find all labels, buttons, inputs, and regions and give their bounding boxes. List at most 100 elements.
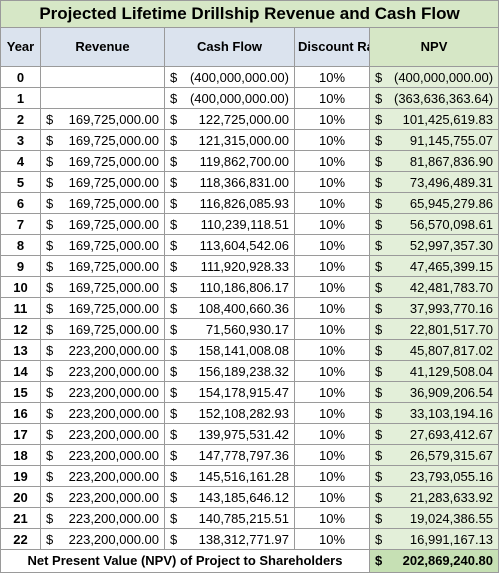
revenue-cell[interactable]: $223,200,000.00: [40, 339, 165, 361]
revenue-cell[interactable]: $223,200,000.00: [40, 465, 165, 487]
discount-rate-cell[interactable]: 10%: [294, 192, 370, 214]
cash-flow-cell[interactable]: $158,141,008.08: [164, 339, 295, 361]
discount-rate-cell[interactable]: 10%: [294, 381, 370, 403]
discount-rate-cell[interactable]: 10%: [294, 339, 370, 361]
cash-flow-cell[interactable]: $110,239,118.51: [164, 213, 295, 235]
cash-flow-cell[interactable]: $139,975,531.42: [164, 423, 295, 445]
revenue-cell[interactable]: $169,725,000.00: [40, 213, 165, 235]
npv-cell[interactable]: $16,991,167.13: [368, 528, 499, 550]
cash-flow-cell[interactable]: $147,778,797.36: [164, 444, 295, 466]
npv-cell[interactable]: $45,807,817.02: [368, 339, 499, 361]
cash-flow-cell[interactable]: $113,604,542.06: [164, 234, 295, 256]
npv-cell[interactable]: $41,129,508.04: [368, 360, 499, 382]
discount-rate-cell[interactable]: 10%: [294, 234, 370, 256]
discount-rate-cell[interactable]: 10%: [294, 108, 370, 130]
year-cell[interactable]: 7: [0, 213, 41, 235]
npv-cell[interactable]: $26,579,315.67: [368, 444, 499, 466]
discount-rate-cell[interactable]: 10%: [294, 213, 370, 235]
year-cell[interactable]: 3: [0, 129, 41, 151]
cash-flow-cell[interactable]: $152,108,282.93: [164, 402, 295, 424]
npv-cell[interactable]: $27,693,412.67: [368, 423, 499, 445]
revenue-cell[interactable]: $169,725,000.00: [40, 192, 165, 214]
header-cash-flow[interactable]: Cash Flow: [164, 27, 295, 67]
cash-flow-cell[interactable]: $ (400,000,000.00): [164, 66, 295, 88]
npv-cell[interactable]: $23,793,055.16: [368, 465, 499, 487]
revenue-cell[interactable]: [40, 66, 165, 88]
discount-rate-cell[interactable]: 10%: [294, 150, 370, 172]
npv-cell[interactable]: $42,481,783.70: [368, 276, 499, 298]
cash-flow-cell[interactable]: $108,400,660.36: [164, 297, 295, 319]
npv-cell[interactable]: $65,945,279.86: [368, 192, 499, 214]
npv-cell[interactable]: $81,867,836.90: [368, 150, 499, 172]
npv-total-cell[interactable]: $202,869,240.80: [368, 549, 499, 573]
discount-rate-cell[interactable]: 10%: [294, 402, 370, 424]
year-cell[interactable]: 11: [0, 297, 41, 319]
npv-cell[interactable]: $22,801,517.70: [368, 318, 499, 340]
revenue-cell[interactable]: $223,200,000.00: [40, 444, 165, 466]
discount-rate-cell[interactable]: 10%: [294, 360, 370, 382]
discount-rate-cell[interactable]: 10%: [294, 66, 370, 88]
revenue-cell[interactable]: $223,200,000.00: [40, 423, 165, 445]
revenue-cell[interactable]: $169,725,000.00: [40, 108, 165, 130]
cash-flow-cell[interactable]: $ (400,000,000.00): [164, 87, 295, 109]
npv-cell[interactable]: $101,425,619.83: [368, 108, 499, 130]
revenue-cell[interactable]: [40, 87, 165, 109]
npv-cell[interactable]: $36,909,206.54: [368, 381, 499, 403]
year-cell[interactable]: 2: [0, 108, 41, 130]
discount-rate-cell[interactable]: 10%: [294, 444, 370, 466]
revenue-cell[interactable]: $223,200,000.00: [40, 402, 165, 424]
npv-cell[interactable]: $37,993,770.16: [368, 297, 499, 319]
header-revenue[interactable]: Revenue: [40, 27, 165, 67]
year-cell[interactable]: 20: [0, 486, 41, 508]
header-discount-rate[interactable]: Discount Rate: [294, 27, 370, 67]
year-cell[interactable]: 14: [0, 360, 41, 382]
year-cell[interactable]: 9: [0, 255, 41, 277]
discount-rate-cell[interactable]: 10%: [294, 87, 370, 109]
npv-cell[interactable]: $21,283,633.92: [368, 486, 499, 508]
cash-flow-cell[interactable]: $111,920,928.33: [164, 255, 295, 277]
npv-cell[interactable]: $33,103,194.16: [368, 402, 499, 424]
year-cell[interactable]: 19: [0, 465, 41, 487]
npv-cell[interactable]: $52,997,357.30: [368, 234, 499, 256]
discount-rate-cell[interactable]: 10%: [294, 465, 370, 487]
cash-flow-cell[interactable]: $110,186,806.17: [164, 276, 295, 298]
discount-rate-cell[interactable]: 10%: [294, 507, 370, 529]
year-cell[interactable]: 1: [0, 87, 41, 109]
cash-flow-cell[interactable]: $143,185,646.12: [164, 486, 295, 508]
cash-flow-cell[interactable]: $122,725,000.00: [164, 108, 295, 130]
revenue-cell[interactable]: $169,725,000.00: [40, 276, 165, 298]
cash-flow-cell[interactable]: $119,862,700.00: [164, 150, 295, 172]
discount-rate-cell[interactable]: 10%: [294, 318, 370, 340]
year-cell[interactable]: 16: [0, 402, 41, 424]
discount-rate-cell[interactable]: 10%: [294, 276, 370, 298]
revenue-cell[interactable]: $169,725,000.00: [40, 318, 165, 340]
year-cell[interactable]: 6: [0, 192, 41, 214]
header-year[interactable]: Year: [0, 27, 41, 67]
npv-total-label[interactable]: Net Present Value (NPV) of Project to Sh…: [0, 549, 370, 573]
revenue-cell[interactable]: $223,200,000.00: [40, 507, 165, 529]
npv-cell[interactable]: $47,465,399.15: [368, 255, 499, 277]
revenue-cell[interactable]: $223,200,000.00: [40, 381, 165, 403]
revenue-cell[interactable]: $169,725,000.00: [40, 171, 165, 193]
revenue-cell[interactable]: $169,725,000.00: [40, 297, 165, 319]
npv-cell[interactable]: $ (400,000,000.00): [368, 66, 499, 88]
discount-rate-cell[interactable]: 10%: [294, 297, 370, 319]
year-cell[interactable]: 12: [0, 318, 41, 340]
cash-flow-cell[interactable]: $116,826,085.93: [164, 192, 295, 214]
revenue-cell[interactable]: $169,725,000.00: [40, 234, 165, 256]
cash-flow-cell[interactable]: $118,366,831.00: [164, 171, 295, 193]
year-cell[interactable]: 15: [0, 381, 41, 403]
year-cell[interactable]: 4: [0, 150, 41, 172]
discount-rate-cell[interactable]: 10%: [294, 129, 370, 151]
cash-flow-cell[interactable]: $156,189,238.32: [164, 360, 295, 382]
discount-rate-cell[interactable]: 10%: [294, 171, 370, 193]
cash-flow-cell[interactable]: $140,785,215.51: [164, 507, 295, 529]
npv-cell[interactable]: $ (363,636,363.64): [368, 87, 499, 109]
cash-flow-cell[interactable]: $154,178,915.47: [164, 381, 295, 403]
discount-rate-cell[interactable]: 10%: [294, 255, 370, 277]
year-cell[interactable]: 8: [0, 234, 41, 256]
discount-rate-cell[interactable]: 10%: [294, 423, 370, 445]
cash-flow-cell[interactable]: $145,516,161.28: [164, 465, 295, 487]
year-cell[interactable]: 5: [0, 171, 41, 193]
npv-cell[interactable]: $91,145,755.07: [368, 129, 499, 151]
